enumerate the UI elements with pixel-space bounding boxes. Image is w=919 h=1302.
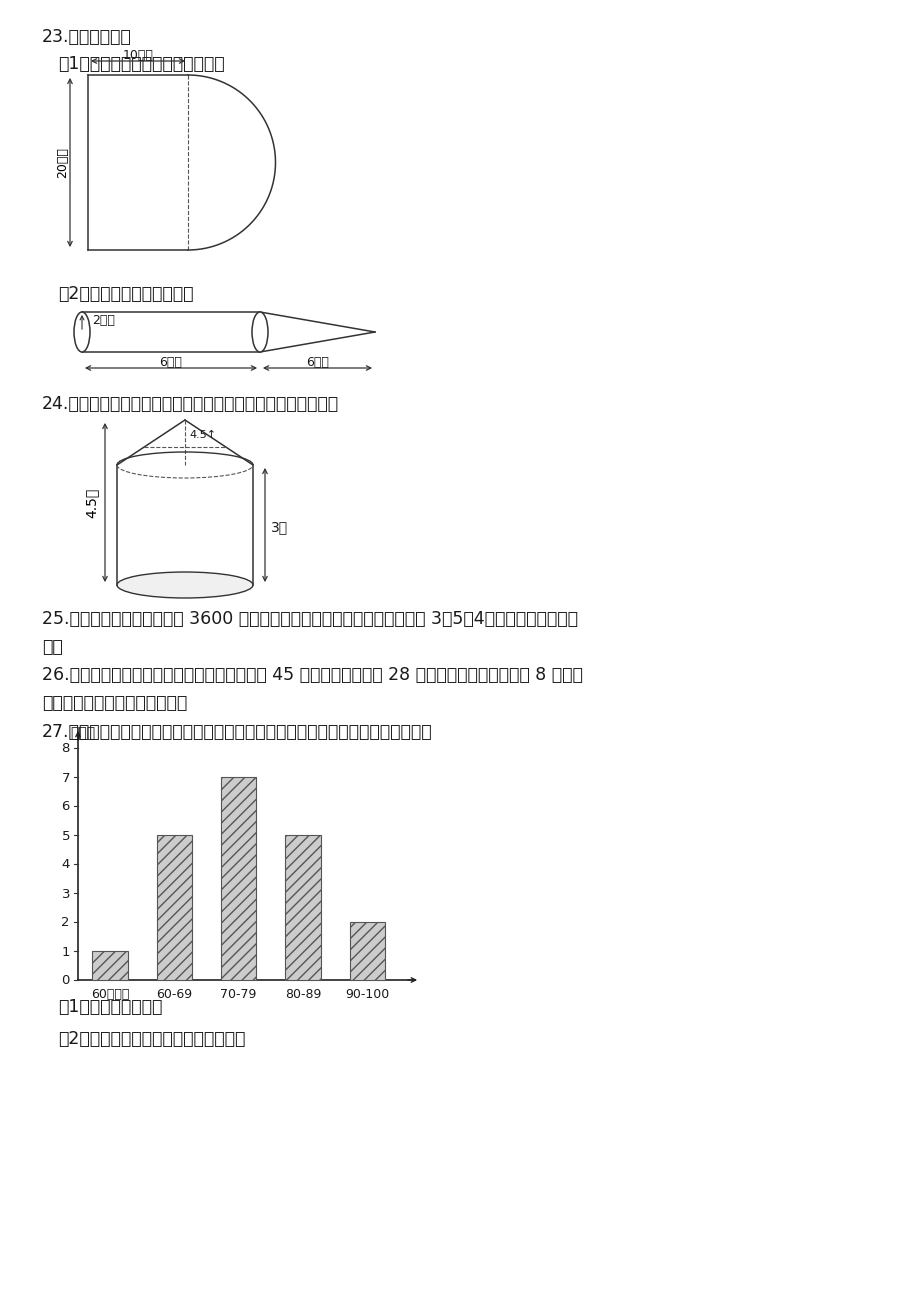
Ellipse shape <box>74 312 90 352</box>
Text: 25.甲、乙、丙三队合修一条 3600 米的公路，甲、乙、丙三队修路长度比是 3：5：4，三个队各修了多少: 25.甲、乙、丙三队合修一条 3600 米的公路，甲、乙、丙三队修路长度比是 3… <box>42 611 577 628</box>
Text: （2）计算下面图形的体积。: （2）计算下面图形的体积。 <box>58 285 193 303</box>
Text: 0: 0 <box>62 974 70 987</box>
Text: 24.一个粮仓（如图），这个粮仓一共可以放粮食多少立方米？: 24.一个粮仓（如图），这个粮仓一共可以放粮食多少立方米？ <box>42 395 339 413</box>
Text: （1）有多少人参赛？: （1）有多少人参赛？ <box>58 999 162 1016</box>
Text: 7: 7 <box>62 772 70 785</box>
Text: 8: 8 <box>62 742 70 755</box>
Text: 6厘米: 6厘米 <box>159 355 182 368</box>
Text: 他们一共做了多少个机器零件？: 他们一共做了多少个机器零件？ <box>42 694 187 712</box>
Text: 60分以下: 60分以下 <box>91 988 129 1001</box>
Text: 米？: 米？ <box>42 638 62 656</box>
Bar <box>285 835 321 980</box>
Text: 26.王师傅和徒弟做机器零件，王师傅每小时做 45 个，徒弟每小时做 28 个。王师傅和徒弟都工作 8 小时，: 26.王师傅和徒弟做机器零件，王师傅每小时做 45 个，徒弟每小时做 28 个。… <box>42 667 583 684</box>
Text: 3: 3 <box>62 888 70 901</box>
Ellipse shape <box>117 572 253 598</box>
Text: 6厘米: 6厘米 <box>306 355 329 368</box>
Text: 27.下面是六（一）班数学兴趣小组一次数学竞赛成绩统计图，看图解答下列问题：: 27.下面是六（一）班数学兴趣小组一次数学竞赛成绩统计图，看图解答下列问题： <box>42 723 432 741</box>
Text: 23.按要求计算。: 23.按要求计算。 <box>42 29 131 46</box>
Text: 5: 5 <box>62 829 70 842</box>
Text: 3米: 3米 <box>271 519 288 534</box>
Text: 60-69: 60-69 <box>156 988 192 1001</box>
Ellipse shape <box>252 312 267 352</box>
Text: 4.5↑: 4.5↑ <box>188 430 216 440</box>
Text: 1: 1 <box>62 945 70 958</box>
Text: 10厘米: 10厘米 <box>122 49 153 62</box>
Text: 2厘米: 2厘米 <box>92 314 115 327</box>
Text: （2）哪个分数段的人数最多，是多少？: （2）哪个分数段的人数最多，是多少？ <box>58 1030 245 1048</box>
Text: 80-89: 80-89 <box>285 988 321 1001</box>
Text: 90-100: 90-100 <box>345 988 389 1001</box>
Bar <box>349 922 385 980</box>
Text: 6: 6 <box>62 801 70 814</box>
Text: 70-79: 70-79 <box>221 988 256 1001</box>
Text: 4: 4 <box>62 858 70 871</box>
Bar <box>92 950 128 980</box>
Text: 20厘米: 20厘米 <box>56 147 70 178</box>
Text: （人）: （人） <box>70 727 95 740</box>
Bar <box>156 835 192 980</box>
Text: （1）计算下面图形的周长和面积。: （1）计算下面图形的周长和面积。 <box>58 55 224 73</box>
Bar <box>221 777 256 980</box>
Text: 4.5米: 4.5米 <box>85 487 99 518</box>
Text: 2: 2 <box>62 917 70 930</box>
